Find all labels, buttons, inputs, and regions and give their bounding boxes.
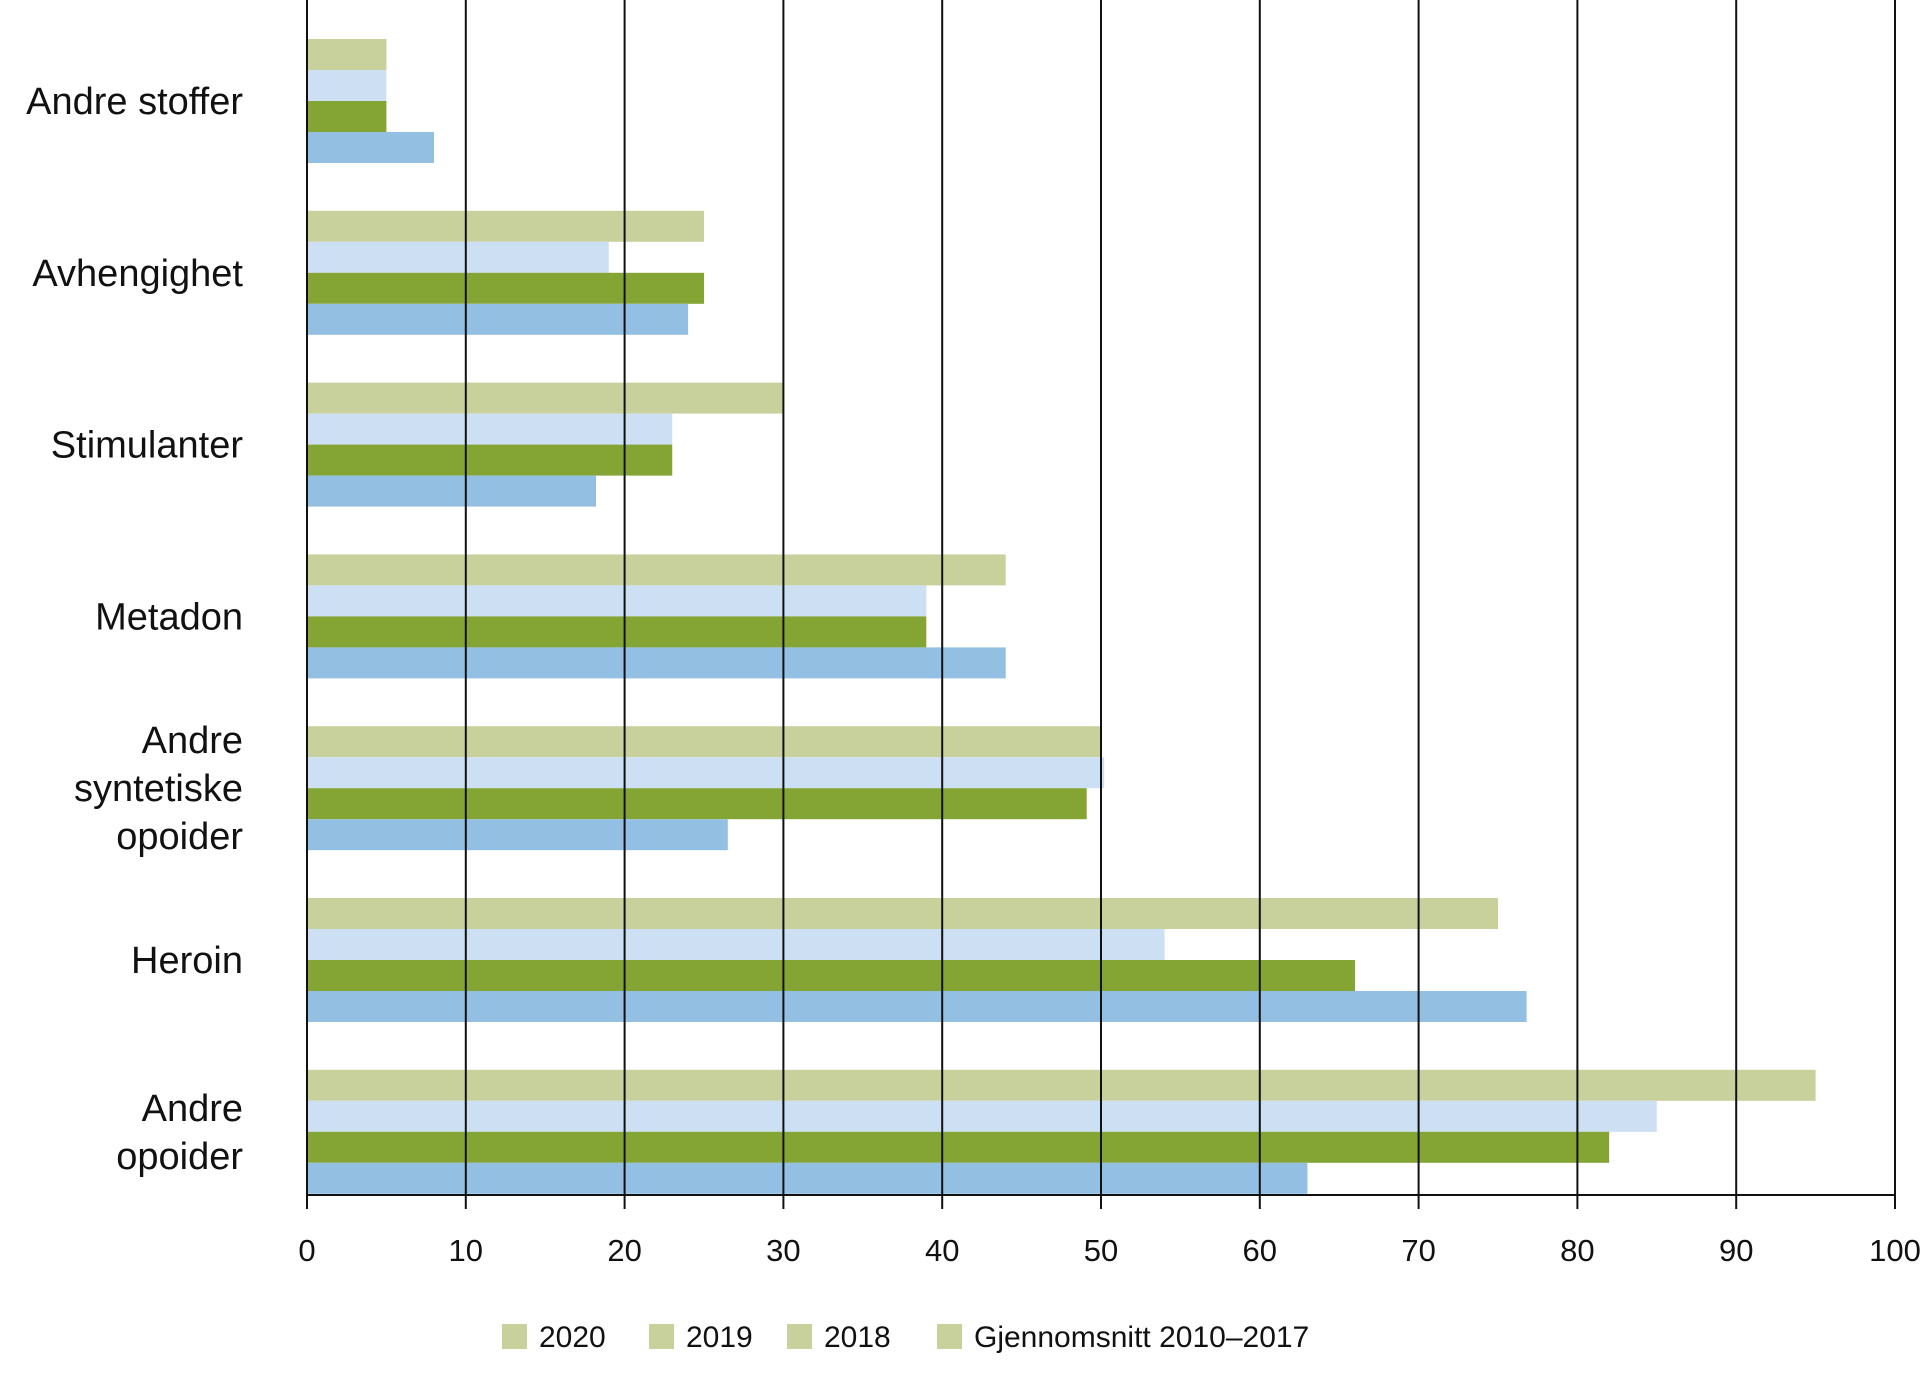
legend-swatch [787, 1324, 812, 1349]
x-tick-label: 10 [449, 1233, 483, 1268]
x-tick-label: 100 [1869, 1233, 1920, 1268]
legend-label: 2018 [824, 1321, 891, 1354]
bar-4-1 [307, 757, 1105, 789]
x-tick-label: 60 [1243, 1233, 1277, 1268]
category-label: Metadon [95, 596, 243, 638]
legend-label: 2020 [539, 1321, 606, 1354]
bar-6-2 [307, 1131, 1610, 1163]
category-label: Andre [142, 720, 243, 762]
bar-6-3 [307, 1162, 1308, 1194]
x-tick-label: 70 [1401, 1233, 1435, 1268]
legend-swatch [649, 1324, 674, 1349]
category-label: Andre [142, 1088, 243, 1130]
category-label: Avhengighet [32, 253, 243, 295]
bar-2-1 [307, 413, 673, 445]
x-tick-label: 40 [925, 1233, 959, 1268]
legend-swatch [937, 1324, 962, 1349]
bar-4-2 [307, 788, 1087, 820]
bar-1-3 [307, 303, 689, 335]
bar-0-1 [307, 70, 387, 101]
category-label: opoider [116, 1136, 243, 1178]
x-tick-label: 50 [1084, 1233, 1118, 1268]
x-tick-label: 0 [298, 1233, 315, 1268]
x-tick-label: 30 [766, 1233, 800, 1268]
legend-swatch [502, 1324, 527, 1349]
legend-label: Gjennomsnitt 2010–2017 [974, 1321, 1309, 1354]
bar-3-2 [307, 616, 927, 648]
legend-label: 2019 [686, 1321, 753, 1354]
bar-4-3 [307, 819, 728, 851]
x-tick-label: 90 [1719, 1233, 1753, 1268]
bar-6-0 [307, 1069, 1816, 1101]
bar-1-1 [307, 241, 609, 273]
bar-2-3 [307, 475, 597, 507]
bar-2-2 [307, 444, 673, 476]
bar-0-3 [307, 132, 435, 163]
bar-0-0 [307, 39, 387, 70]
bar-3-1 [307, 585, 927, 617]
category-label: Heroin [131, 940, 243, 982]
category-label: opoider [116, 816, 243, 858]
bar-4-0 [307, 726, 1101, 758]
bar-5-1 [307, 929, 1165, 960]
category-label: Stimulanter [51, 425, 244, 467]
bar-0-2 [307, 101, 387, 132]
bar-2-0 [307, 382, 784, 414]
bar-6-1 [307, 1100, 1657, 1132]
bar-5-3 [307, 991, 1527, 1022]
category-label: syntetiske [74, 768, 243, 810]
bar-3-0 [307, 554, 1006, 586]
x-tick-label: 80 [1560, 1233, 1594, 1268]
bar-5-0 [307, 898, 1498, 929]
bar-5-2 [307, 960, 1356, 991]
category-label: Andre stoffer [26, 81, 243, 123]
bar-1-2 [307, 272, 704, 304]
bar-3-3 [307, 647, 1006, 679]
x-tick-label: 20 [607, 1233, 641, 1268]
bar-1-0 [307, 210, 704, 242]
